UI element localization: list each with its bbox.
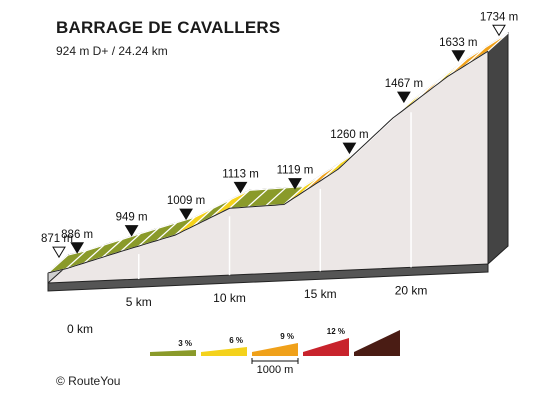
elevation-label: 1633 m — [439, 37, 477, 49]
elevation-label: 1009 m — [167, 195, 205, 207]
summit-marker — [492, 24, 506, 37]
elevation-label: 949 m — [116, 212, 148, 224]
elevation-label: 1260 m — [330, 129, 368, 141]
profile-top-strip — [47, 32, 509, 274]
front-wall — [48, 51, 488, 284]
right-side-face — [487, 32, 509, 266]
elevation-label: 871 m — [41, 233, 73, 245]
legend-swatch — [201, 347, 247, 356]
elevation-label: 1119 m — [277, 165, 314, 177]
scale-bar-label: 1000 m — [257, 364, 294, 376]
routeyou-credit: © RouteYou — [56, 374, 121, 388]
distance-tick-label: 0 km — [67, 322, 93, 336]
elevation-marker — [179, 208, 193, 221]
legend-label: 12 % — [327, 327, 345, 336]
legend-label: 3 % — [178, 339, 192, 348]
legend-swatch — [252, 343, 298, 356]
legend-label: 9 % — [280, 332, 294, 341]
distance-tick-label: 10 km — [213, 291, 246, 305]
distance-tick-label: 20 km — [395, 283, 428, 297]
elevation-marker — [342, 142, 357, 155]
elevation-label: 1467 m — [385, 78, 423, 90]
elevation-marker — [451, 50, 466, 62]
elevation-label: 886 m — [61, 229, 93, 241]
chart-subtitle: 924 m D+ / 24.24 km — [56, 44, 168, 58]
base-strip — [47, 263, 489, 292]
elevation-label: 1113 m — [222, 168, 259, 180]
profile-walls — [47, 32, 509, 292]
distance-axis: 0 km 5 km 10 km 15 km 20 km — [67, 283, 427, 336]
elevation-marker — [70, 242, 85, 254]
profile-front-edge — [47, 50, 489, 274]
elevation-marker — [233, 181, 248, 194]
legend-swatch — [354, 330, 400, 356]
legend-swatch — [303, 338, 349, 356]
start-marker — [52, 246, 66, 259]
elevation-marker — [288, 178, 302, 190]
legend-swatch — [150, 350, 196, 356]
chart-title: BARRAGE DE CAVALLERS — [56, 18, 281, 37]
distance-tick-label: 5 km — [126, 295, 152, 309]
gradient-legend: 3 % 6 % 9 % 12 % 1000 m — [150, 327, 400, 376]
elevation-label: 1734 m — [480, 11, 518, 23]
legend-label: 6 % — [229, 336, 243, 345]
distance-tick-label: 15 km — [304, 287, 337, 301]
elevation-marker — [124, 225, 139, 237]
elevation-marker — [397, 91, 411, 104]
